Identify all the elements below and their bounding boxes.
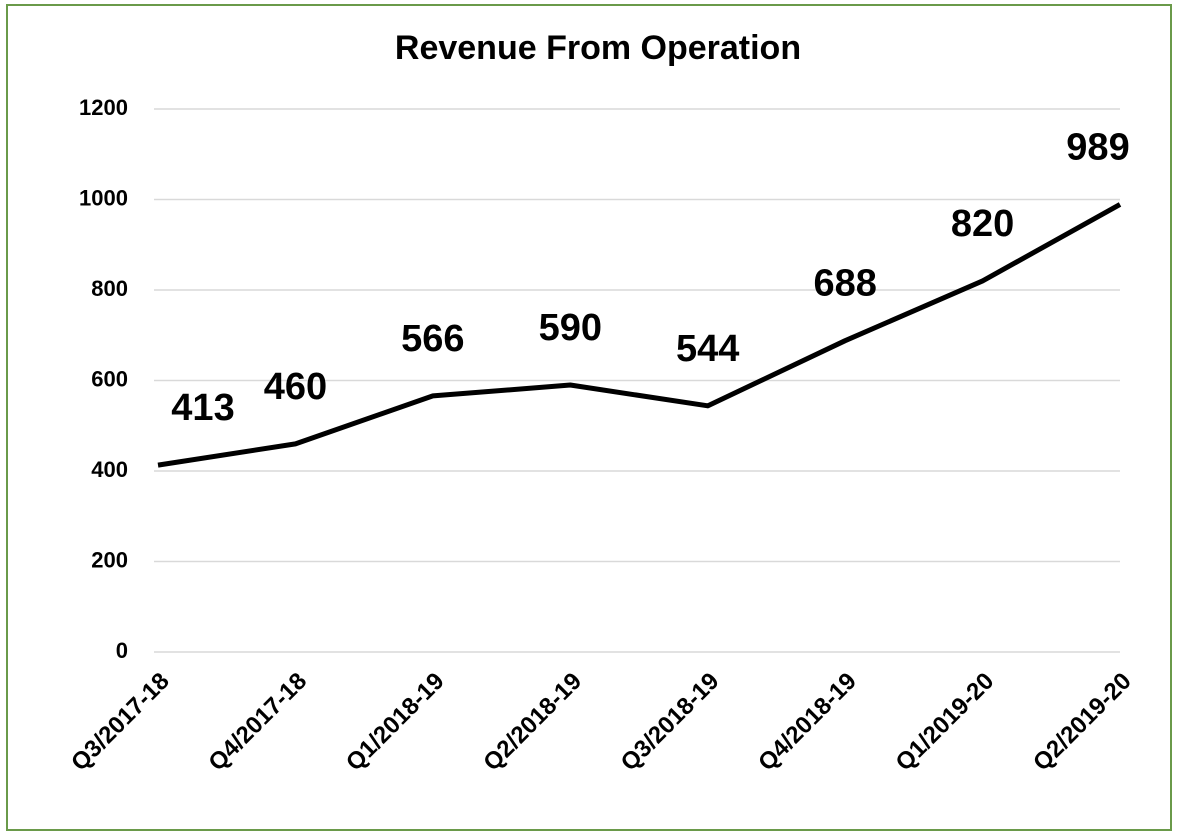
y-tick-label: 200 — [91, 547, 128, 572]
chart-frame — [6, 4, 1172, 831]
y-tick-label: 400 — [91, 457, 128, 482]
y-tick-label: 1200 — [79, 95, 128, 120]
data-label: 820 — [951, 203, 1014, 245]
data-label: 460 — [264, 366, 327, 408]
data-label: 544 — [676, 328, 739, 370]
y-tick-label: 600 — [91, 366, 128, 391]
data-label: 688 — [813, 263, 876, 305]
y-tick-label: 800 — [91, 276, 128, 301]
line — [157, 202, 1122, 468]
data-label: 413 — [171, 387, 234, 429]
chart-title: Revenue From Operation — [395, 29, 801, 67]
data-label: 989 — [1066, 127, 1129, 169]
y-tick-label: 0 — [116, 638, 128, 663]
y-tick-label: 1000 — [79, 185, 128, 210]
data-label: 590 — [539, 307, 602, 349]
data-label: 566 — [401, 318, 464, 360]
